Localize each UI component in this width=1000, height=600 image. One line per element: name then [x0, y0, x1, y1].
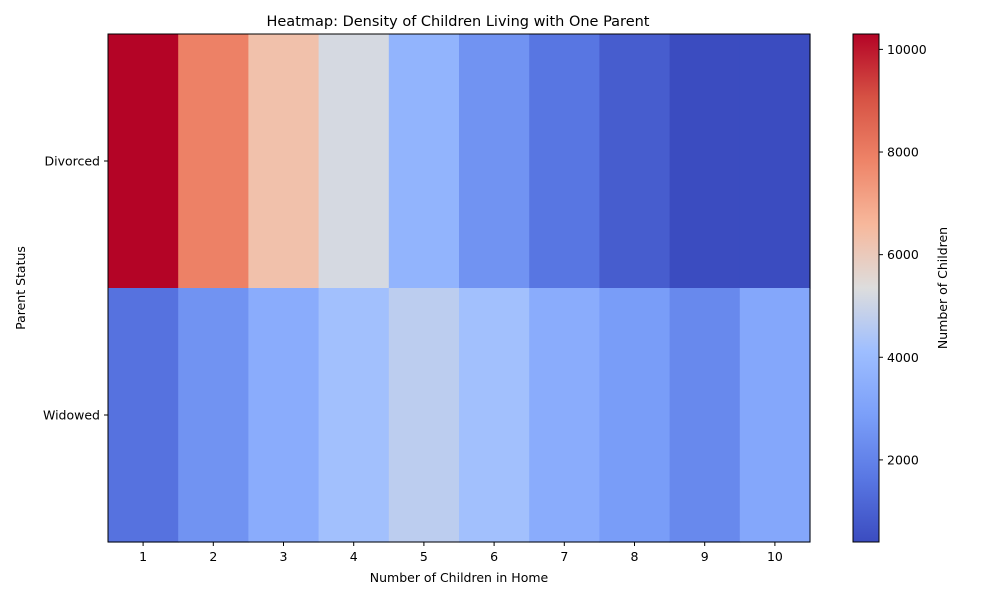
x-tick-label: 3	[280, 549, 288, 564]
colorbar-ticks: 2000 4000 6000 8000 10000	[879, 42, 927, 467]
heatmap-cell	[459, 288, 530, 543]
x-tick-label: 1	[139, 549, 147, 564]
x-tick-label: 9	[701, 549, 709, 564]
x-tick-label: 6	[490, 549, 498, 564]
heatmap-cell	[739, 288, 811, 543]
colorbar-tick-label: 4000	[887, 350, 919, 365]
heatmap-cell	[108, 34, 179, 289]
heatmap-cell	[599, 288, 671, 543]
heatmap-cell	[739, 34, 811, 289]
y-tick-label: Divorced	[44, 154, 100, 169]
heatmap-cell	[178, 34, 249, 289]
colorbar-tick-label: 8000	[887, 145, 919, 160]
colorbar-tick-label: 10000	[887, 42, 927, 57]
heatmap-cell	[669, 34, 741, 289]
heatmap-cell	[248, 288, 320, 543]
x-axis-label: Number of Children in Home	[370, 570, 549, 585]
colorbar-label: Number of Children	[935, 227, 950, 349]
heatmap-cell	[459, 34, 530, 289]
x-tick-label: 8	[631, 549, 639, 564]
heatmap-cell	[388, 34, 460, 289]
heatmap-cell	[388, 288, 460, 543]
heatmap-cell	[529, 34, 600, 289]
y-axis-ticks: Divorced Widowed	[43, 154, 108, 423]
x-tick-label: 10	[767, 549, 783, 564]
x-tick-label: 5	[420, 549, 428, 564]
chart-title: Heatmap: Density of Children Living with…	[266, 14, 649, 30]
y-axis-label: Parent Status	[13, 246, 28, 330]
x-tick-label: 2	[209, 549, 217, 564]
colorbar-tick-label: 2000	[887, 452, 919, 467]
plot-frame	[107, 33, 811, 543]
x-tick-label: 7	[560, 549, 568, 564]
heatmap-cell	[318, 34, 390, 289]
heatmap-cell	[529, 288, 600, 543]
x-axis-ticks: 1 2 3 4 5 6 7 8 9 10	[139, 542, 783, 564]
heatmap-cell	[108, 288, 179, 543]
heatmap-cell	[248, 34, 320, 289]
heatmap-cell	[318, 288, 390, 543]
y-tick-label: Widowed	[43, 408, 100, 423]
heatmap-cell	[599, 34, 671, 289]
colorbar-tick-label: 6000	[887, 247, 919, 262]
heatmap-cell	[178, 288, 249, 543]
colorbar	[852, 33, 880, 543]
x-tick-label: 4	[350, 549, 358, 564]
heatmap-cells	[108, 34, 811, 543]
heatmap-cell	[669, 288, 741, 543]
